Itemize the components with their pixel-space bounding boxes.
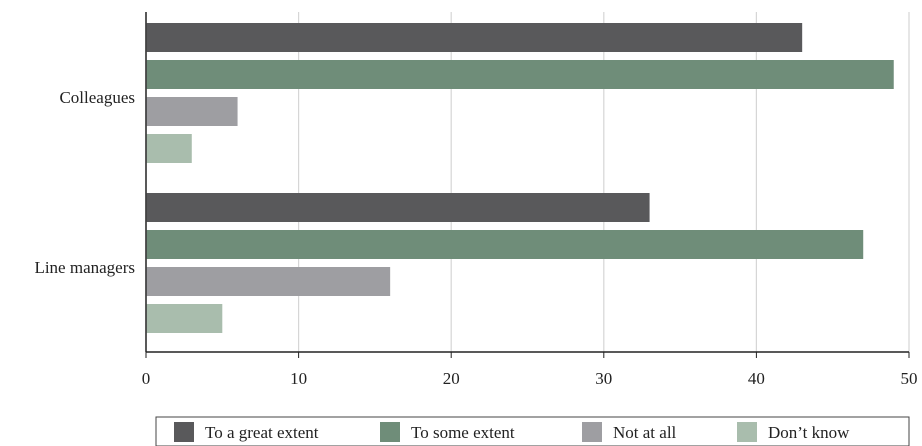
axes bbox=[145, 12, 909, 353]
legend-swatch bbox=[380, 422, 400, 442]
category-label: Line managers bbox=[34, 258, 135, 277]
category-labels: Colleagues Line managers bbox=[34, 88, 135, 277]
x-tick-label: 0 bbox=[142, 369, 151, 388]
x-tick-label: 50 bbox=[901, 369, 918, 388]
bar bbox=[146, 230, 864, 259]
bar bbox=[146, 267, 391, 296]
bar bbox=[146, 134, 192, 163]
bar bbox=[146, 97, 238, 126]
x-tick-label: 40 bbox=[748, 369, 765, 388]
legend-swatch bbox=[582, 422, 602, 442]
category-label: Colleagues bbox=[59, 88, 135, 107]
legend-label: To a great extent bbox=[205, 423, 319, 442]
bar bbox=[146, 304, 223, 333]
x-tick-label: 20 bbox=[443, 369, 460, 388]
legend-label: To some extent bbox=[411, 423, 515, 442]
legend-box bbox=[155, 416, 910, 446]
x-tick-label: 10 bbox=[290, 369, 307, 388]
bars bbox=[146, 23, 894, 333]
x-tick-label: 30 bbox=[595, 369, 612, 388]
legend-swatch bbox=[737, 422, 757, 442]
legend-label: Not at all bbox=[613, 423, 677, 442]
legend: To a great extent To some extent Not at al… bbox=[155, 416, 910, 446]
bar bbox=[146, 193, 650, 222]
legend-swatch bbox=[174, 422, 194, 442]
x-tick-labels: 0 10 20 30 40 50 bbox=[142, 352, 918, 388]
bar bbox=[146, 60, 894, 89]
legend-label: Don’t know bbox=[768, 423, 850, 442]
bar bbox=[146, 23, 803, 52]
